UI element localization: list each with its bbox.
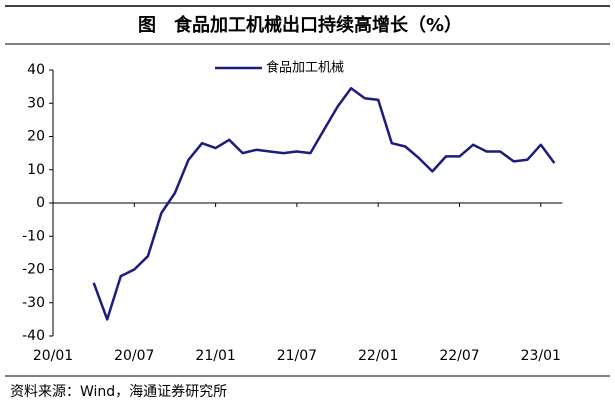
chart-title: 图 食品加工机械出口持续高增长（%） xyxy=(138,14,462,36)
y-tick-label: 40 xyxy=(27,62,45,78)
y-tick-label: 20 xyxy=(27,129,45,145)
x-tick-label: 22/07 xyxy=(439,348,479,364)
x-tick-label: 21/07 xyxy=(277,348,317,364)
legend-label: 食品加工机械 xyxy=(266,60,344,76)
x-tick-label: 20/07 xyxy=(114,348,154,364)
x-tick-label: 20/01 xyxy=(33,348,73,364)
x-tick-label: 21/01 xyxy=(195,348,235,364)
y-tick-label: -40 xyxy=(22,328,45,344)
y-tick-label: -20 xyxy=(22,262,45,278)
y-tick-label: 10 xyxy=(27,162,45,178)
y-tick-label: -10 xyxy=(22,228,45,244)
source: 资料来源：Wind，海通证券研究所 xyxy=(10,384,227,400)
y-tick-label: 0 xyxy=(36,195,45,211)
y-tick-label: 30 xyxy=(27,95,45,111)
line-series xyxy=(92,87,556,321)
x-tick-label: 22/01 xyxy=(358,348,398,364)
x-tick-label: 23/01 xyxy=(521,348,561,364)
y-tick-label: -30 xyxy=(22,295,45,311)
